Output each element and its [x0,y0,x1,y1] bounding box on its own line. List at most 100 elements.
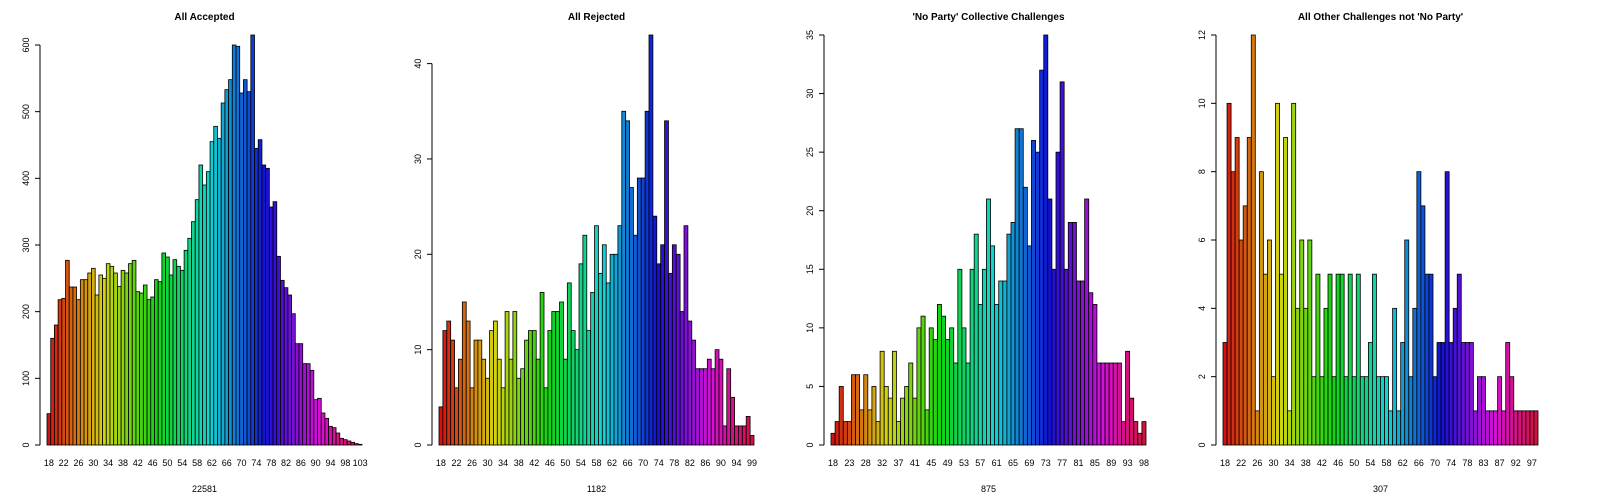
bar [706,358,712,446]
y-tick-label: 0 [1197,442,1207,447]
x-tick-label: 41 [910,458,920,468]
bar [1416,171,1422,446]
bar [648,34,654,446]
bar [741,425,747,446]
x-tick-label: 30 [483,458,493,468]
y-tick-label: 5 [805,384,815,389]
bar [98,274,103,446]
bar [257,139,263,446]
bar [231,44,237,446]
x-tick-label: 50 [1349,458,1359,468]
y-tick-label: 40 [413,59,423,69]
bar [1283,137,1289,446]
x-tick-label: 50 [162,458,172,468]
bar [198,164,204,446]
x-tick-label: 83 [1478,458,1488,468]
bar [990,245,996,446]
bar [1472,410,1478,446]
bar [859,409,865,446]
x-tick-label: 94 [731,458,741,468]
bar [1242,205,1248,446]
bar [1279,273,1284,446]
bar [1022,186,1028,446]
bar [594,225,599,446]
bar [72,286,78,446]
bar [563,358,568,446]
bar [343,439,348,446]
y-tick-label: 300 [21,237,31,252]
bar [1424,273,1430,446]
bar [512,311,518,446]
bar [973,233,979,446]
bar [1291,102,1297,446]
x-tick-label: 53 [959,458,969,468]
bar [1509,376,1515,446]
bar [458,358,463,446]
bar [1363,376,1369,446]
bar [1121,421,1126,446]
bar [246,91,252,446]
bar [714,349,720,446]
y-tick-label: 15 [805,264,815,274]
bar [896,421,901,446]
bar [1428,273,1434,446]
x-tick-label: 78 [266,458,276,468]
bar [1014,128,1020,446]
x-tick-label: 58 [192,458,202,468]
bar [1104,362,1110,446]
bar [1315,273,1321,446]
bar [124,272,129,446]
bar [1456,273,1462,446]
x-tick-label: 82 [281,458,291,468]
x-tick-label: 32 [877,458,887,468]
bar [139,292,144,446]
bar [559,301,564,446]
bar [1319,376,1325,446]
bar [961,327,967,446]
x-tick-label: 58 [1382,458,1392,468]
bar [1343,376,1349,446]
bar [1246,137,1252,446]
x-tick-label: 93 [1123,458,1133,468]
bar [1100,362,1106,446]
y-tick-label: 500 [21,104,31,119]
bar [357,443,363,446]
bar [302,363,307,446]
bar [1327,273,1333,446]
x-tick-label: 26 [73,458,83,468]
x-tick-label: 34 [1285,458,1295,468]
chart-title: All Rejected [568,12,625,23]
x-axis-label: 22581 [192,484,217,494]
bar [83,279,89,446]
bar [168,274,174,446]
bar [683,225,689,446]
bar [1464,342,1470,446]
bar [1388,410,1394,446]
x-tick-label: 66 [1414,458,1424,468]
bar [183,249,189,446]
bar [465,320,471,446]
bar [629,187,634,446]
x-tick-label: 46 [1333,458,1343,468]
bar [867,409,873,446]
bar [949,327,955,446]
x-tick-label: 46 [148,458,158,468]
bar [94,294,100,446]
chart-title: All Accepted [174,12,234,23]
bar [243,79,248,446]
y-tick-label: 0 [413,442,423,447]
bar [834,421,840,446]
bar [891,350,897,446]
bar [1497,376,1503,446]
x-tick-label: 54 [1365,458,1375,468]
x-tick-label: 86 [700,458,710,468]
bar [1108,362,1114,446]
bar [957,268,963,446]
bar [1347,273,1353,446]
y-tick-label: 8 [1197,169,1207,174]
bar [601,244,607,446]
bar [276,255,281,446]
bar [1331,376,1337,446]
bar [1129,397,1135,446]
